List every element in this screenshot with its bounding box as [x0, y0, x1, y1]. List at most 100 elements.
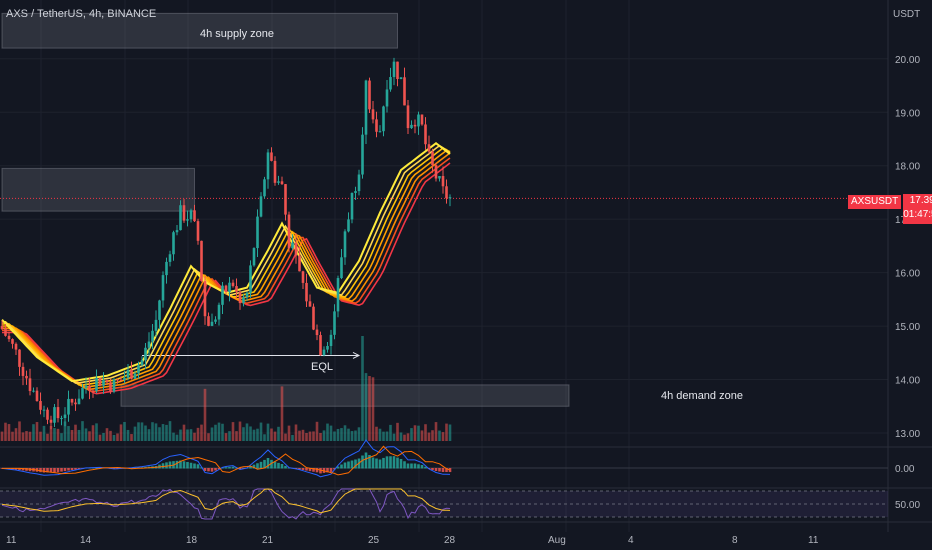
macd-histogram-bar	[203, 468, 207, 471]
candle-body	[322, 349, 326, 356]
time-axis[interactable]: 11 14 18 21 25 28 Aug 4 8 11	[6, 535, 819, 546]
rsi-ma-line	[1, 488, 451, 514]
volume-bar	[14, 428, 18, 441]
volume-bars	[0, 336, 452, 441]
volume-bar	[417, 425, 420, 441]
candle-body	[172, 232, 175, 255]
candle-body	[382, 106, 385, 132]
candle-body	[364, 80, 368, 135]
macd-histogram-bar	[70, 468, 74, 470]
candle-body	[228, 282, 231, 293]
volume-bar	[46, 433, 49, 441]
volume-bar	[308, 431, 312, 441]
zone-demand	[120, 384, 570, 407]
candle-body	[42, 409, 46, 411]
macd-histogram-bar	[165, 462, 168, 469]
volume-bar	[67, 426, 70, 441]
macd-histogram-bar	[399, 459, 403, 469]
macd-histogram-bar	[200, 467, 203, 469]
volume-bar	[266, 423, 270, 441]
volume-bar	[294, 424, 298, 441]
volume-bar	[389, 424, 392, 441]
date-tick-label: Aug	[548, 535, 566, 546]
volume-bar	[336, 428, 340, 441]
candle-body	[277, 181, 280, 183]
volume-bar	[0, 431, 4, 441]
volume-bar	[18, 421, 21, 441]
candle-body	[329, 334, 333, 346]
axis-currency-label: USDT	[893, 9, 921, 20]
last-price-box: 17.39 01:47:54	[903, 194, 932, 224]
macd-histogram-bar	[161, 463, 165, 469]
macd-histogram-bar	[343, 462, 347, 469]
macd-histogram-bar	[18, 468, 21, 470]
candle-body	[105, 380, 109, 383]
volume-bar	[144, 425, 147, 441]
volume-bar	[221, 423, 224, 441]
volume-bar	[119, 424, 123, 441]
volume-bar	[112, 434, 116, 441]
macd-histogram-bar	[305, 468, 308, 471]
candle-body	[368, 80, 371, 110]
volume-bar	[347, 428, 350, 441]
candle-body	[95, 377, 98, 392]
price-tick-label: 20.00	[895, 55, 920, 66]
volume-bar	[329, 425, 333, 441]
candle-body	[392, 61, 396, 78]
candle-body	[74, 402, 77, 405]
candle-body	[0, 326, 4, 329]
zone-layer	[0, 12, 888, 407]
last-price-tag: AXSUSDT 17.39 01:47:54	[848, 194, 932, 224]
volume-bar	[357, 427, 361, 441]
candle-body	[249, 265, 252, 293]
candle-body	[252, 248, 256, 266]
volume-bar	[116, 433, 119, 441]
candle-body	[242, 297, 245, 304]
macd-histogram-bar	[182, 461, 186, 469]
candle-body	[70, 398, 74, 403]
volume-bar	[4, 422, 7, 441]
volume-bar	[298, 430, 301, 441]
price-axis[interactable]: 20.0019.0018.0017.0016.0015.0014.0013.00…	[895, 55, 920, 511]
macd-histogram-bar	[413, 463, 417, 469]
volume-bar	[39, 431, 42, 441]
macd-line	[1, 439, 451, 478]
volume-bar	[28, 431, 32, 441]
candle-body	[168, 254, 172, 262]
volume-bar	[182, 424, 186, 441]
date-tick-label: 18	[186, 535, 198, 546]
candle-body	[224, 285, 228, 293]
candle-body	[361, 134, 364, 175]
macd-pane	[0, 439, 888, 478]
candle-body	[438, 175, 441, 179]
volume-bar	[270, 428, 273, 441]
price-tick-label: 14.00	[895, 376, 920, 387]
candle-body	[203, 281, 207, 317]
candle-body	[308, 301, 312, 307]
volume-bar	[214, 424, 217, 441]
volume-bar	[368, 376, 371, 441]
rsi-tick-label: 50.00	[895, 500, 920, 511]
symbol-title[interactable]: AXS / TetherUS, 4h, BINANCE	[6, 8, 157, 20]
macd-histogram-bar	[60, 468, 63, 472]
candle-body	[18, 349, 21, 367]
macd-histogram-bar	[259, 461, 263, 469]
candle-body	[270, 152, 273, 161]
macd-histogram-bar	[406, 463, 410, 469]
volume-bar	[203, 388, 207, 441]
volume-bar	[109, 430, 112, 441]
candle-body	[21, 366, 25, 376]
macd-histogram-bar	[56, 468, 60, 473]
chart-grid	[0, 0, 932, 532]
candle-body	[385, 89, 389, 107]
candle-body	[413, 124, 417, 127]
candle-body	[238, 291, 242, 304]
rsi-pane	[0, 488, 888, 520]
candle-body	[403, 77, 406, 106]
volume-bar	[140, 422, 144, 441]
candle-body	[140, 360, 144, 366]
price-tick-label: 18.00	[895, 162, 920, 173]
macd-histogram-bar	[340, 464, 343, 469]
volume-bar	[168, 421, 172, 441]
